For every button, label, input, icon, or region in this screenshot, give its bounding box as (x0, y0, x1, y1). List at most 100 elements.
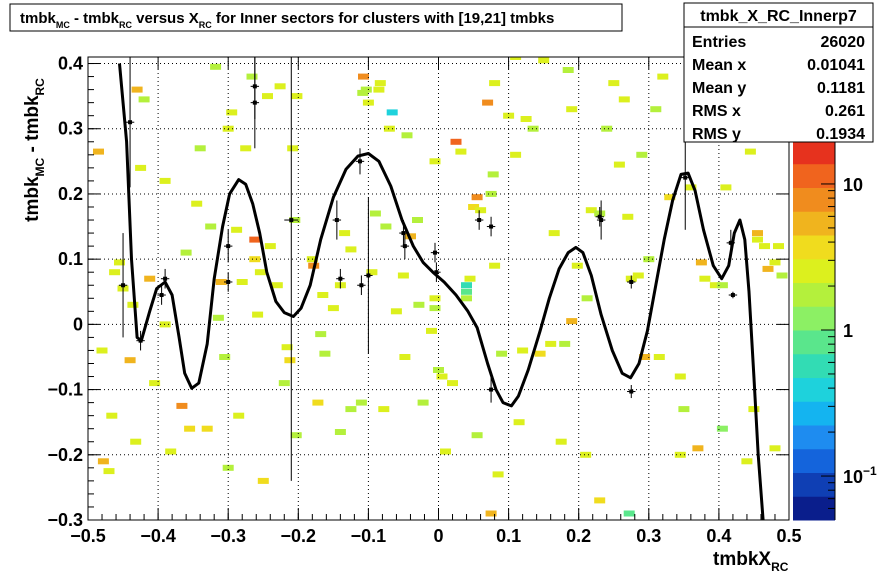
point-marker (334, 218, 339, 223)
heatmap-cell (461, 295, 472, 302)
heatmap-cell (585, 207, 597, 214)
y-tick-label: −0.3 (47, 510, 83, 530)
subscript: RC (33, 78, 47, 96)
fit-curve-group (118, 63, 765, 520)
heatmap-cell (485, 190, 497, 197)
heatmap-cell (510, 151, 522, 158)
tick-base: 10 (843, 175, 863, 195)
y-axis-label: tmbkMC - tmbkRC (22, 78, 47, 222)
profile-point (400, 233, 410, 260)
heatmap-cell (373, 86, 385, 93)
heatmap-cell (510, 57, 522, 60)
point-marker (401, 231, 406, 236)
point-marker (629, 279, 634, 284)
heatmap-cell (759, 243, 770, 250)
fit-curve (118, 63, 765, 520)
x-tick-label: 0.1 (496, 526, 521, 546)
heatmap-cell (254, 269, 266, 276)
profile-point (136, 330, 145, 351)
heatmap-cell (317, 292, 329, 298)
profile-point (125, 57, 135, 188)
subscript: MC (33, 157, 47, 176)
heatmap-cell (262, 93, 273, 100)
heatmap-cell (257, 477, 269, 484)
heatmap-cell (650, 106, 662, 113)
profile-point (486, 216, 496, 237)
heatmap-cell (281, 344, 293, 351)
heatmap-cell (194, 145, 206, 152)
palette-swatch (793, 187, 835, 212)
heatmap-cell (219, 354, 231, 360)
palette-swatch (793, 330, 835, 355)
profile-point (474, 210, 484, 230)
y-tick-label: 0 (73, 314, 83, 334)
x-tick-label: 0 (433, 526, 443, 546)
heatmap-cell (762, 265, 774, 272)
y-tick-label: 0.1 (58, 249, 83, 269)
heatmap-cell (287, 145, 299, 152)
heatmap-cell (413, 301, 425, 308)
heatmap-cell (106, 412, 118, 419)
subscript: RC (199, 20, 212, 30)
heatmap-cell (327, 305, 339, 312)
heatmap-cell (93, 148, 104, 155)
heatmap-cell (180, 249, 192, 256)
point-marker (121, 283, 126, 288)
x-tick-label: −0.1 (351, 526, 387, 546)
heatmap-cell (581, 295, 593, 302)
point-marker (629, 389, 634, 394)
point-marker (159, 293, 164, 298)
tick-base: 1 (843, 321, 853, 341)
y-tick-label: −0.1 (47, 380, 83, 400)
heatmap-cell (769, 445, 781, 452)
stats-label: Entries (692, 34, 746, 51)
heatmap-cell (366, 269, 378, 276)
heatmap-cell (144, 275, 156, 282)
heatmap-cell (184, 425, 196, 432)
tick-base: 10 (843, 467, 863, 487)
x-tick-label: 0.2 (566, 526, 591, 546)
heatmap-cell (426, 327, 437, 334)
heatmap-cell (538, 57, 550, 64)
point-marker (226, 244, 231, 249)
heatmap-cell (464, 275, 476, 282)
palette-swatch (793, 258, 835, 283)
heatmap-cell (312, 399, 324, 406)
heatmap-cell (386, 109, 398, 116)
point-marker (599, 218, 604, 223)
x-tick-label: 0.5 (776, 526, 801, 546)
heatmap-cell (159, 321, 171, 328)
heatmap-cell (401, 132, 413, 139)
stats-label: Mean y (692, 80, 746, 97)
heatmap-cell (357, 89, 369, 96)
heatmap-cell (527, 125, 539, 132)
heatmap-cell (159, 177, 171, 184)
heatmap-cell (233, 412, 245, 419)
stats-value: 0.01041 (807, 57, 865, 74)
heatmap-cell (632, 272, 644, 279)
heatmap-cell (461, 288, 472, 295)
heatmap-cell (485, 510, 497, 517)
heatmap-cell (545, 340, 557, 347)
stats-frame (683, 2, 874, 143)
profile-point (399, 220, 408, 247)
x-tick-label: 0.3 (636, 526, 661, 546)
point-marker (477, 218, 482, 223)
text-run: - tmbk (70, 10, 120, 27)
heatmap-cell (548, 230, 560, 237)
subscript: RC (771, 560, 789, 574)
heatmap-cell (657, 73, 669, 80)
heatmap-cell (417, 399, 429, 406)
heatmap-cell (475, 207, 487, 214)
heatmap-cells (93, 57, 788, 517)
heatmap-cell (468, 204, 480, 210)
heatmap-cell (212, 314, 224, 321)
point-marker (402, 244, 407, 249)
point-marker (138, 338, 143, 343)
stats-box: tmbk_X_RC_Innerp7 Entries 26020 Mean x 0.010… (683, 2, 874, 143)
heatmap-cell (215, 279, 227, 285)
heatmap-cell (369, 210, 381, 217)
palette-swatch (793, 282, 835, 307)
heatmap-cell (201, 425, 213, 432)
point-marker (338, 276, 343, 281)
